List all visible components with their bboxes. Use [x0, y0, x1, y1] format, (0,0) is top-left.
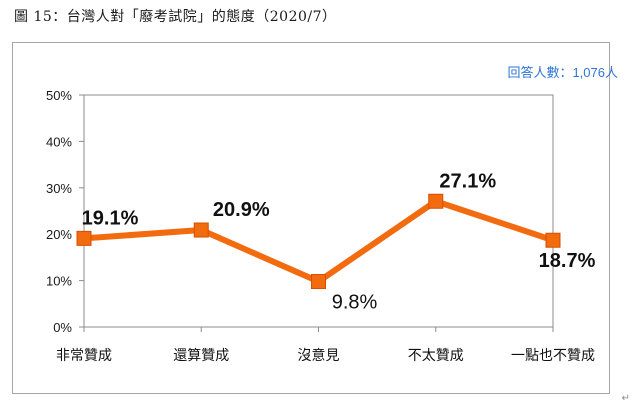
paragraph-mark: ↵	[621, 393, 630, 404]
data-point-marker	[428, 193, 444, 209]
data-point-marker	[76, 230, 92, 246]
data-label: 19.1%	[82, 207, 139, 229]
data-point-marker	[311, 274, 326, 290]
sample-size-note: 回答人數：1,076人	[507, 65, 618, 80]
data-label: 9.8%	[332, 292, 378, 314]
data-point-marker	[193, 222, 209, 238]
x-category-label: 不太贊成	[408, 347, 464, 363]
y-tick-label: 30%	[46, 181, 72, 196]
y-tick-label: 40%	[46, 134, 72, 149]
data-label: 20.9%	[213, 199, 270, 221]
y-tick-label: 50%	[46, 88, 72, 103]
y-tick-label: 10%	[46, 274, 72, 289]
chart-frame	[12, 42, 610, 394]
data-label: 27.1%	[439, 170, 496, 192]
x-category-label: 沒意見	[298, 347, 340, 363]
y-tick-label: 20%	[46, 227, 72, 242]
data-label: 18.7%	[539, 250, 596, 272]
figure-caption: 圖 15：台灣人對「廢考試院」的態度（2020/7）	[14, 9, 337, 25]
x-category-label: 非常贊成	[56, 347, 112, 363]
x-category-label: 一點也不贊成	[511, 347, 595, 363]
plot-area-border	[83, 94, 554, 328]
x-category-label: 還算贊成	[173, 347, 229, 363]
data-point-marker	[545, 232, 561, 248]
y-tick-label: 0%	[53, 320, 72, 335]
series-line	[83, 198, 554, 285]
